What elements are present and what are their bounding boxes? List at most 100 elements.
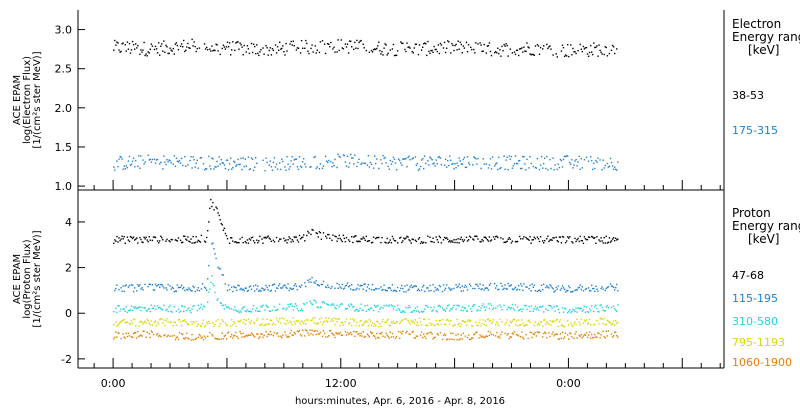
data-point (522, 155, 524, 158)
data-point (528, 287, 530, 290)
data-point (434, 336, 436, 338)
data-point (437, 156, 439, 158)
data-point (336, 166, 338, 169)
data-point (178, 286, 181, 289)
data-point (475, 321, 477, 324)
data-point (479, 240, 481, 243)
data-point (533, 308, 535, 310)
data-point (224, 334, 227, 336)
data-point (430, 331, 432, 333)
data-point (430, 324, 432, 326)
data-point (594, 324, 596, 326)
data-point (360, 238, 362, 240)
data-point (364, 321, 366, 323)
data-point (531, 283, 533, 285)
data-point (380, 159, 382, 161)
data-point (456, 286, 458, 289)
data-point (154, 283, 157, 285)
data-point (383, 157, 385, 160)
data-point (209, 207, 211, 209)
data-point (457, 324, 459, 326)
data-point (443, 289, 446, 291)
data-point (370, 332, 373, 334)
data-point (213, 284, 215, 287)
data-point (531, 239, 533, 241)
data-point (500, 167, 502, 169)
data-point (267, 306, 269, 308)
data-point (581, 50, 583, 53)
data-point (192, 285, 194, 287)
data-point (553, 237, 555, 239)
data-point (219, 219, 221, 221)
data-point (511, 240, 514, 242)
data-point (346, 155, 349, 157)
data-point (115, 307, 117, 310)
data-point (551, 333, 553, 335)
data-point (389, 331, 391, 333)
top-panel: 1.01.52.02.53.0 (55, 10, 725, 193)
data-point (295, 158, 298, 160)
data-point (257, 333, 259, 335)
data-point (256, 239, 258, 241)
data-point (236, 335, 238, 338)
data-point (467, 305, 470, 307)
data-point (317, 322, 319, 325)
data-point (581, 337, 583, 339)
data-point (316, 232, 318, 235)
data-point (608, 321, 611, 324)
data-point (446, 166, 448, 168)
data-point (219, 53, 221, 56)
data-point (328, 335, 330, 337)
data-point (266, 335, 268, 338)
data-point (435, 48, 437, 51)
data-point (246, 290, 249, 292)
data-point (148, 322, 150, 325)
data-point (610, 324, 613, 326)
data-point (384, 156, 386, 159)
data-point (267, 54, 269, 56)
data-point (338, 155, 340, 158)
data-point (511, 303, 514, 306)
data-point (261, 333, 263, 335)
data-point (465, 41, 468, 44)
data-point (612, 286, 615, 289)
data-point (368, 288, 371, 290)
data-point (547, 286, 549, 288)
data-point (207, 230, 209, 232)
data-point (166, 159, 168, 161)
data-point (174, 321, 177, 324)
data-point (135, 159, 137, 162)
data-point (266, 47, 268, 49)
data-point (170, 162, 172, 164)
data-point (408, 46, 410, 48)
data-point (391, 235, 394, 238)
data-point (139, 321, 141, 323)
data-point (304, 47, 306, 49)
data-point (242, 306, 244, 309)
data-point (588, 308, 591, 310)
data-point (489, 50, 492, 53)
data-point (598, 44, 600, 46)
data-point (132, 332, 135, 335)
data-point (167, 310, 169, 313)
data-point (206, 236, 208, 239)
data-point (203, 335, 206, 337)
data-point (509, 320, 511, 323)
data-point (228, 242, 231, 244)
data-point (287, 239, 289, 241)
data-point (304, 163, 306, 165)
data-point (123, 318, 125, 321)
data-point (213, 49, 215, 51)
data-point (478, 287, 480, 290)
data-point (460, 290, 462, 292)
data-point (385, 332, 387, 334)
data-point (374, 304, 376, 307)
data-point (382, 154, 384, 157)
data-point (557, 241, 559, 243)
data-point (407, 307, 409, 309)
data-point (576, 311, 578, 313)
data-point (340, 39, 342, 41)
data-point (309, 300, 311, 302)
data-point (496, 235, 498, 237)
data-point (180, 324, 183, 327)
